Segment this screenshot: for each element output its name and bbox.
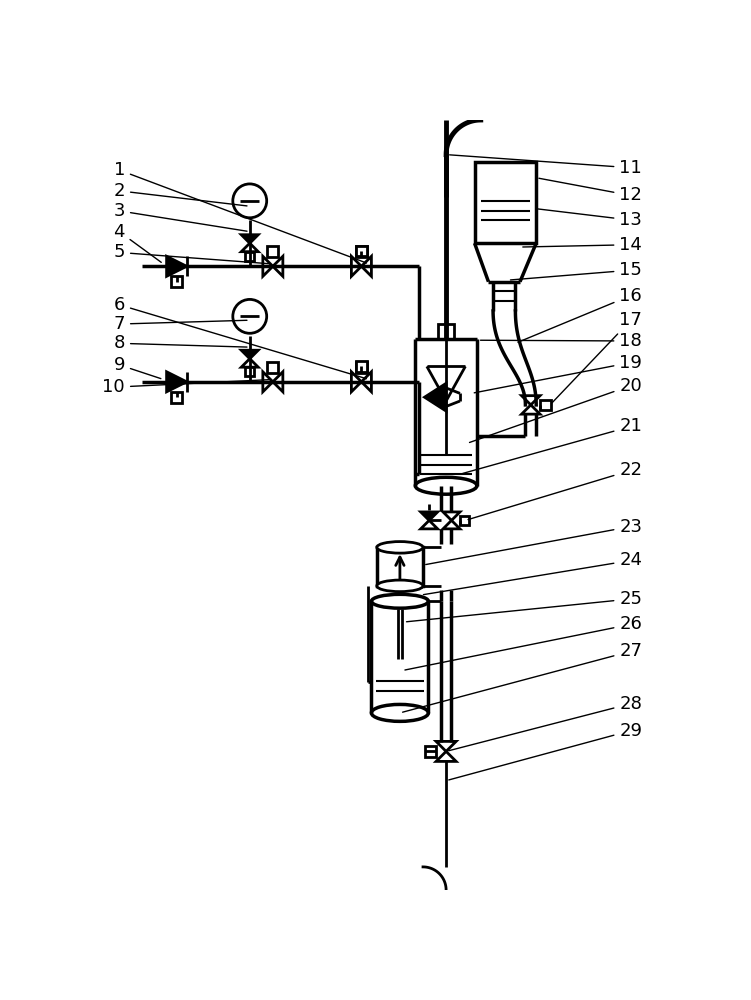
Ellipse shape <box>377 542 423 553</box>
Polygon shape <box>351 256 361 276</box>
Bar <box>540 400 550 410</box>
Text: 29: 29 <box>449 722 642 780</box>
Bar <box>356 246 367 257</box>
Polygon shape <box>241 359 258 367</box>
Ellipse shape <box>415 477 477 494</box>
Text: 12: 12 <box>539 178 642 204</box>
Text: 16: 16 <box>518 287 642 342</box>
Bar <box>460 516 469 525</box>
Polygon shape <box>263 372 273 392</box>
Text: 22: 22 <box>468 461 642 520</box>
Bar <box>267 246 279 257</box>
Polygon shape <box>521 396 540 405</box>
Polygon shape <box>361 256 372 276</box>
Polygon shape <box>443 520 460 529</box>
Polygon shape <box>241 243 258 252</box>
Text: 5: 5 <box>113 243 270 264</box>
Polygon shape <box>351 372 361 392</box>
Bar <box>171 392 182 403</box>
Polygon shape <box>241 235 258 243</box>
Text: 8: 8 <box>113 334 247 352</box>
Text: 1: 1 <box>113 161 366 263</box>
Text: 4: 4 <box>113 223 161 262</box>
Text: 24: 24 <box>424 551 642 595</box>
Bar <box>377 547 423 586</box>
Bar <box>439 324 454 339</box>
Ellipse shape <box>377 580 423 592</box>
Text: 28: 28 <box>449 695 642 751</box>
Polygon shape <box>436 751 456 761</box>
Text: 13: 13 <box>538 209 642 229</box>
Ellipse shape <box>372 704 428 721</box>
Text: 10: 10 <box>102 378 270 396</box>
Polygon shape <box>167 256 186 276</box>
Text: 19: 19 <box>474 354 642 393</box>
Text: 2: 2 <box>113 182 247 206</box>
Text: 3: 3 <box>113 202 247 231</box>
Polygon shape <box>443 512 460 520</box>
Text: 15: 15 <box>511 261 642 280</box>
Polygon shape <box>263 256 273 276</box>
Bar <box>245 367 255 376</box>
Text: 14: 14 <box>523 236 642 254</box>
Polygon shape <box>436 741 456 751</box>
Bar <box>171 276 182 287</box>
Text: 17: 17 <box>552 311 642 403</box>
Text: 11: 11 <box>450 155 642 177</box>
Polygon shape <box>521 405 540 414</box>
Text: 21: 21 <box>463 417 642 473</box>
Circle shape <box>233 184 267 218</box>
Bar <box>356 246 366 256</box>
Bar <box>267 362 279 373</box>
Polygon shape <box>167 372 186 392</box>
Bar <box>475 162 536 243</box>
Bar <box>245 252 255 261</box>
Bar <box>425 746 436 757</box>
Text: 20: 20 <box>469 377 642 442</box>
Polygon shape <box>241 350 258 359</box>
Text: 6: 6 <box>113 296 366 379</box>
Text: 7: 7 <box>113 315 247 333</box>
Text: 26: 26 <box>405 615 642 670</box>
Polygon shape <box>273 372 283 392</box>
Bar <box>356 361 366 372</box>
Text: 18: 18 <box>481 332 642 350</box>
Polygon shape <box>421 512 438 520</box>
Text: 27: 27 <box>403 642 642 712</box>
Polygon shape <box>421 520 438 529</box>
Circle shape <box>233 299 267 333</box>
Text: 23: 23 <box>426 518 642 565</box>
Ellipse shape <box>372 594 428 608</box>
Bar <box>356 362 367 373</box>
Text: 9: 9 <box>113 356 161 379</box>
Polygon shape <box>361 372 372 392</box>
Polygon shape <box>424 383 446 411</box>
Polygon shape <box>273 256 283 276</box>
Text: 25: 25 <box>406 590 642 622</box>
